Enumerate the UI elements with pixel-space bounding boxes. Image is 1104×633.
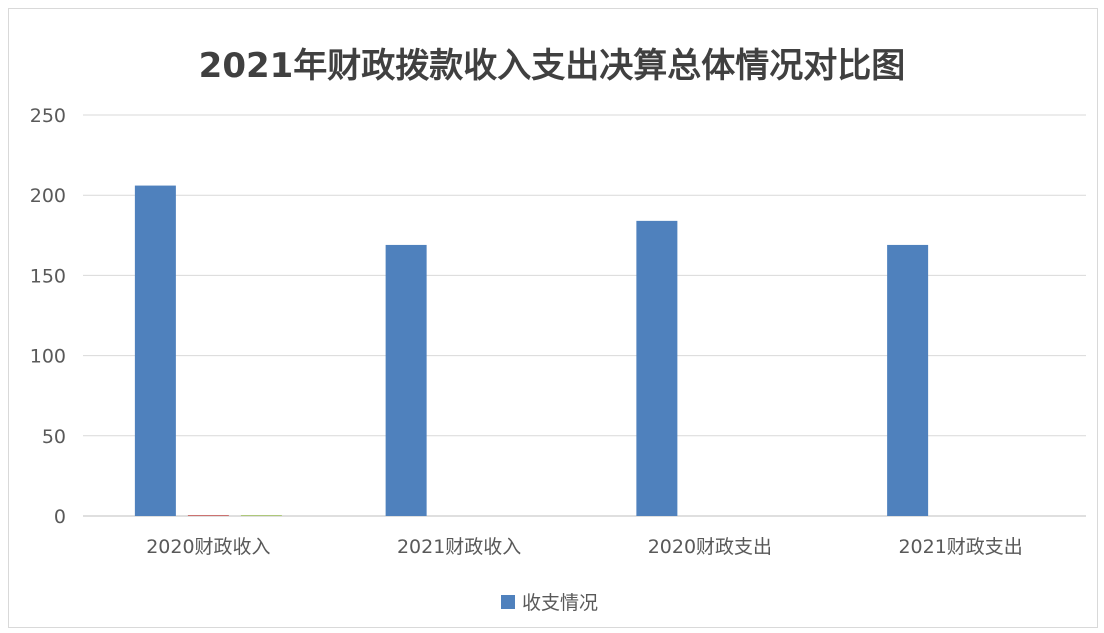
- legend-swatch: [501, 595, 515, 609]
- x-category-label: 2020财政收入: [146, 536, 270, 558]
- bar: [887, 244, 929, 516]
- bar: [187, 515, 229, 516]
- gridlines: [83, 114, 1086, 517]
- y-tick-label: 100: [30, 346, 66, 368]
- y-tick-label: 150: [30, 265, 66, 287]
- bar: [385, 244, 427, 516]
- chart-title: 2021年财政拨款收入支出决算总体情况对比图: [198, 46, 906, 86]
- bar: [134, 185, 176, 517]
- y-tick-label: 200: [30, 185, 66, 207]
- y-axis-ticks: 0 50 100 150 200 250: [30, 105, 66, 528]
- x-category-label: 2021财政收入: [397, 536, 521, 558]
- bar: [240, 515, 282, 516]
- y-tick-label: 0: [54, 506, 66, 528]
- x-category-label: 2021财政支出: [898, 536, 1022, 558]
- y-tick-label: 50: [42, 426, 66, 448]
- bars: [134, 185, 929, 517]
- x-category-label: 2020财政支出: [648, 536, 772, 558]
- y-tick-label: 250: [30, 105, 66, 127]
- x-axis-labels: 2020财政收入 2021财政收入 2020财政支出 2021财政支出: [146, 536, 1023, 558]
- bar: [636, 220, 678, 516]
- legend: 收支情况: [501, 592, 598, 614]
- legend-label: 收支情况: [522, 592, 598, 614]
